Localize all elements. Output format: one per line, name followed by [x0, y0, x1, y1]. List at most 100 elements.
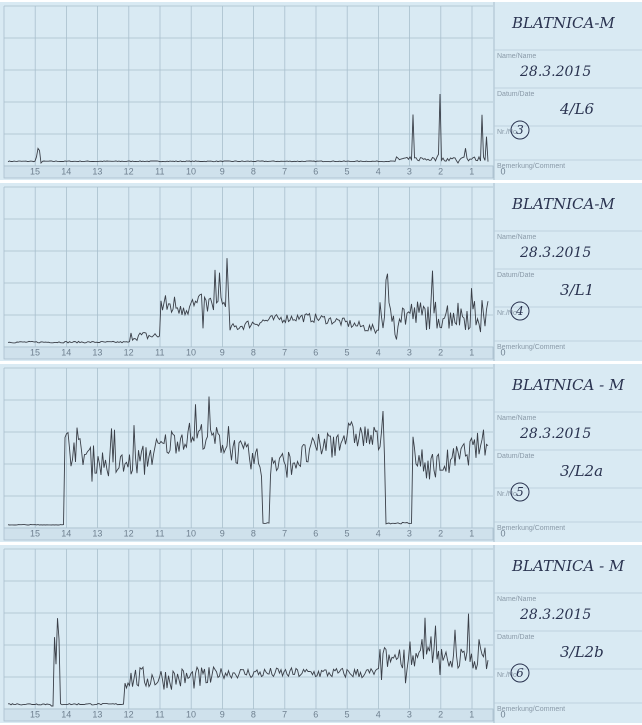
axis-label: 7	[282, 528, 287, 538]
axis-label: 2	[438, 166, 443, 176]
axis-label: 5	[344, 709, 349, 719]
form-label: Datum/Date	[497, 634, 534, 641]
axis-label: 13	[92, 709, 102, 719]
axis-label: 10	[186, 166, 196, 176]
axis-label: 8	[251, 166, 256, 176]
axis-label: 15	[30, 166, 40, 176]
form-label: Nr./No	[497, 491, 517, 498]
form-label: Name/Name	[497, 53, 536, 60]
chart-strip: 15 14 13 12 11 10 9 8 7 6 5 4 3 2 1 0Name/NameDatum/Dat…	[0, 183, 642, 361]
form-label: Bemerkung/Comment	[497, 163, 565, 170]
axis-strip	[3, 527, 494, 541]
axis-label: 4	[376, 347, 381, 357]
form-label: Nr./No	[497, 310, 517, 317]
axis-label: 3	[407, 709, 412, 719]
handwritten-number: 3	[516, 123, 524, 137]
axis-label: 8	[251, 347, 256, 357]
form-label: Bemerkung/Comment	[497, 344, 565, 351]
axis-label: 1	[469, 709, 474, 719]
axis-label: 10	[186, 347, 196, 357]
axis-label: 4	[376, 528, 381, 538]
form-label: Datum/Date	[497, 453, 534, 460]
axis-label: 13	[92, 166, 102, 176]
axis-label: 0	[500, 347, 505, 357]
axis-label: 7	[282, 709, 287, 719]
number-circle	[510, 482, 530, 502]
number-circle	[510, 301, 530, 321]
chart-strip: 15 14 13 12 11 10 9 8 7 6 5 4 3 2 1 0Name/NameDatum/Dat…	[0, 545, 642, 723]
axis-label: 6	[313, 528, 318, 538]
axis-label: 13	[92, 528, 102, 538]
axis-strip	[3, 165, 494, 179]
chart-strip: 15 14 13 12 11 10 9 8 7 6 5 4 3 2 1 0Name/NameDatum/Dat…	[0, 2, 642, 180]
paper	[0, 2, 642, 180]
axis-label: 2	[438, 528, 443, 538]
axis-label: 3	[407, 166, 412, 176]
axis-label: 6	[313, 709, 318, 719]
handwritten-date: 28.3.2015	[519, 64, 591, 80]
trace	[7, 396, 489, 526]
axis-label: 12	[124, 528, 134, 538]
axis-label: 15	[30, 347, 40, 357]
handwritten-name: BLATNICA-M	[511, 14, 615, 32]
trace	[8, 613, 489, 707]
handwritten-date: 28.3.2015	[519, 245, 591, 261]
form-label: Name/Name	[497, 234, 536, 241]
axis-label: 11	[155, 347, 164, 357]
axis-label: 1	[469, 166, 474, 176]
handwritten-number: 6	[516, 666, 524, 680]
axis-label: 11	[155, 709, 164, 719]
number-circle	[510, 663, 530, 683]
handwritten-code: 3/L2b	[560, 643, 604, 661]
handwritten-name: BLATNICA - M	[511, 557, 625, 575]
axis-label: 9	[220, 166, 225, 176]
handwritten-date: 28.3.2015	[519, 607, 591, 623]
axis-label: 1	[469, 347, 474, 357]
paper	[0, 183, 642, 361]
form-label: Bemerkung/Comment	[497, 706, 565, 713]
form-label: Nr./No	[497, 129, 517, 136]
handwritten-date: 28.3.2015	[519, 426, 591, 442]
axis-label: 8	[251, 528, 256, 538]
form-label: Bemerkung/Comment	[497, 525, 565, 532]
handwritten-name: BLATNICA - M	[511, 376, 625, 394]
axis-label: 12	[124, 166, 134, 176]
axis-label: 11	[155, 166, 164, 176]
axis-label: 12	[124, 347, 134, 357]
axis-label: 14	[61, 709, 71, 719]
axis-label: 2	[438, 709, 443, 719]
axis-label: 6	[313, 347, 318, 357]
axis-label: 5	[344, 166, 349, 176]
axis-label: 6	[313, 166, 318, 176]
axis-label: 12	[124, 709, 134, 719]
axis-label: 13	[92, 347, 102, 357]
trace	[7, 93, 489, 165]
axis-label: 1	[469, 528, 474, 538]
axis-strip	[3, 708, 494, 722]
axis-label: 14	[61, 528, 71, 538]
trace	[7, 258, 489, 344]
form-label: Nr./No	[497, 672, 517, 679]
number-circle	[510, 120, 530, 140]
handwritten-code: 3/L1	[560, 281, 594, 299]
axis-label: 11	[155, 528, 164, 538]
axis-label: 7	[282, 166, 287, 176]
axis-label: 14	[61, 347, 71, 357]
axis-label: 3	[407, 347, 412, 357]
axis-label: 2	[438, 347, 443, 357]
axis-label: 4	[376, 166, 381, 176]
form-label: Datum/Date	[497, 272, 534, 279]
axis-label: 10	[186, 528, 196, 538]
form-label: Name/Name	[497, 596, 536, 603]
axis-label: 9	[220, 709, 225, 719]
axis-label: 3	[407, 528, 412, 538]
axis-label: 0	[500, 166, 505, 176]
axis-label: 9	[220, 528, 225, 538]
paper	[0, 545, 642, 723]
axis-label: 9	[220, 347, 225, 357]
axis-label: 4	[376, 709, 381, 719]
axis-label: 8	[251, 709, 256, 719]
axis-label: 10	[186, 709, 196, 719]
handwritten-number: 5	[516, 485, 524, 499]
